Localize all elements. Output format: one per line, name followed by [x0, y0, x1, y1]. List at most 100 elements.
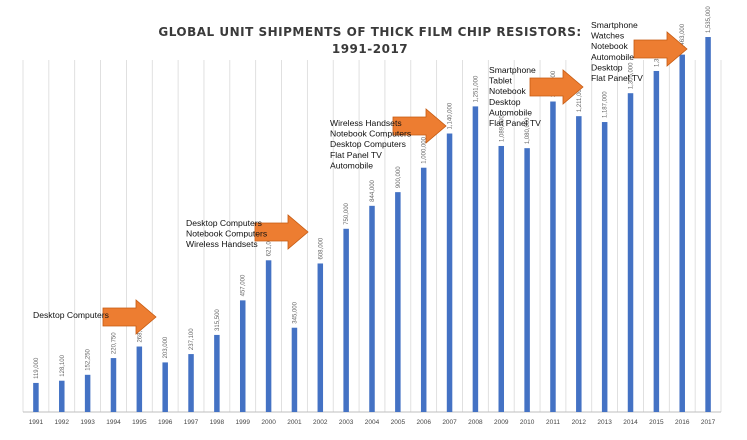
x-tick-2008: 2008	[468, 419, 483, 426]
annotation-2-line-2: Notebook Computers	[186, 229, 267, 239]
annotation-3-line-1: Wireless Handsets	[330, 118, 402, 128]
x-tick-1998: 1998	[210, 419, 225, 426]
data-label-1999: 457,000	[241, 274, 247, 296]
x-tick-2000: 2000	[261, 419, 276, 426]
x-tick-2016: 2016	[675, 419, 690, 426]
x-tick-2013: 2013	[597, 419, 612, 426]
bar-1991	[33, 382, 39, 412]
annotation-4-line-1: Smartphone	[489, 65, 536, 75]
data-label-1993: 152,250	[86, 348, 92, 370]
bar-2014	[627, 93, 634, 412]
x-tick-labels: 1991 1992 1993 1994 1995 1996 1997 1998 1999 2000…	[29, 419, 716, 426]
bar-2017	[705, 37, 711, 413]
data-label-2001: 345,000	[292, 301, 298, 323]
data-label-2007: 1,140,000	[448, 102, 454, 129]
annotation-5-line-4: Automobile	[591, 52, 634, 62]
bar-2003	[343, 228, 349, 412]
annotation-5-line-1: Smartphone	[591, 20, 638, 30]
annotation-4-line-3: Notebook	[489, 86, 526, 96]
annotation-4-line-6: Flat Panel TV	[489, 118, 541, 128]
annotation-5-line-5: Desktop	[591, 62, 623, 72]
data-label-2005: 900,000	[396, 166, 402, 188]
x-tick-2006: 2006	[416, 419, 431, 426]
annotation-3-line-3: Desktop Computers	[330, 139, 406, 149]
x-tick-2007: 2007	[442, 419, 457, 426]
x-tick-1996: 1996	[158, 419, 173, 426]
x-tick-2015: 2015	[649, 419, 664, 426]
x-tick-1992: 1992	[55, 419, 70, 426]
x-tick-1991: 1991	[29, 419, 44, 426]
bar-2009	[498, 145, 505, 413]
x-tick-1995: 1995	[132, 419, 147, 426]
annotation-arrow-1	[102, 299, 157, 335]
x-tick-1999: 1999	[236, 419, 251, 426]
data-label-2012: 1,211,000	[577, 85, 583, 112]
data-label-2016: 1,463,000	[680, 23, 686, 50]
data-label-2017: 1,535,000	[706, 6, 712, 33]
annotation-arrow-5	[633, 31, 688, 67]
x-tick-2017: 2017	[701, 419, 716, 426]
bar-2012	[576, 116, 582, 413]
annotation-arrow-2	[254, 214, 309, 250]
x-tick-2012: 2012	[572, 419, 587, 426]
data-label-2008: 1,251,000	[473, 75, 479, 102]
data-label-2000: 621,000	[267, 234, 273, 256]
x-tick-1993: 1993	[80, 419, 95, 426]
bar-2002	[317, 263, 324, 412]
bar-2013	[601, 122, 608, 412]
bar-1999	[239, 300, 246, 412]
chart-title-line-1: GLOBAL UNIT SHIPMENTS OF THICK FILM CHIP…	[158, 25, 581, 39]
bar-1997	[188, 354, 194, 412]
annotation-5-line-6: Flat Panel TV	[591, 73, 643, 83]
data-label-2014: 1,305,000	[629, 62, 635, 89]
bar-2007	[446, 133, 453, 412]
data-label-1996: 203,000	[163, 336, 169, 358]
x-tick-1994: 1994	[106, 419, 121, 426]
data-label-2002: 608,000	[318, 237, 324, 259]
data-label-2013: 1,187,000	[603, 91, 609, 118]
annotation-3-line-4: Flat Panel TV	[330, 150, 382, 160]
data-label-1995: 268,000	[137, 320, 143, 342]
bar-1994	[110, 358, 117, 412]
bar-1998	[214, 334, 220, 412]
bar-2010	[524, 148, 530, 412]
bar-2006	[420, 167, 427, 412]
chart-title-line-2: 1991-2017	[332, 42, 408, 56]
annotation-3-line-2: Notebook Computers	[330, 129, 411, 139]
data-label-1998: 315,500	[215, 309, 221, 331]
annotation-5-line-2: Watches	[591, 31, 624, 41]
annotation-1-line-1: Desktop Computers	[33, 310, 109, 320]
x-tick-2010: 2010	[520, 419, 535, 426]
data-label-2006: 1,000,000	[422, 136, 428, 163]
annotation-4-line-5: Automobile	[489, 107, 532, 117]
bar-2004	[369, 205, 375, 412]
bar-2000	[265, 260, 272, 412]
bar-1996	[162, 362, 168, 412]
bars	[33, 37, 711, 413]
bar-2011	[550, 101, 556, 413]
bar-1995	[136, 346, 143, 412]
annotation-arrow-3	[392, 108, 447, 144]
x-tick-2011: 2011	[546, 419, 560, 426]
annotation-4-line-4: Desktop	[489, 97, 521, 107]
data-label-2010: 1,080,000	[525, 117, 531, 144]
data-label-1991: 119,000	[34, 357, 40, 379]
data-label-1994: 220,750	[111, 332, 117, 354]
x-tick-2009: 2009	[494, 419, 509, 426]
bar-1992	[59, 380, 65, 412]
bar-2005	[395, 192, 401, 412]
bar-2001	[291, 327, 298, 412]
data-label-1997: 237,100	[189, 328, 195, 350]
x-tick-2004: 2004	[365, 419, 380, 426]
bar-2008	[472, 106, 479, 413]
annotation-3-line-5: Automobile	[330, 160, 373, 170]
x-tick-2003: 2003	[339, 419, 354, 426]
data-label-2004: 844,000	[370, 179, 376, 201]
x-tick-1997: 1997	[184, 419, 199, 426]
x-tick-2014: 2014	[623, 419, 638, 426]
annotation-2-line-3: Wireless Handsets	[186, 239, 258, 249]
data-label-1992: 128,100	[60, 354, 66, 376]
x-tick-2005: 2005	[391, 419, 406, 426]
